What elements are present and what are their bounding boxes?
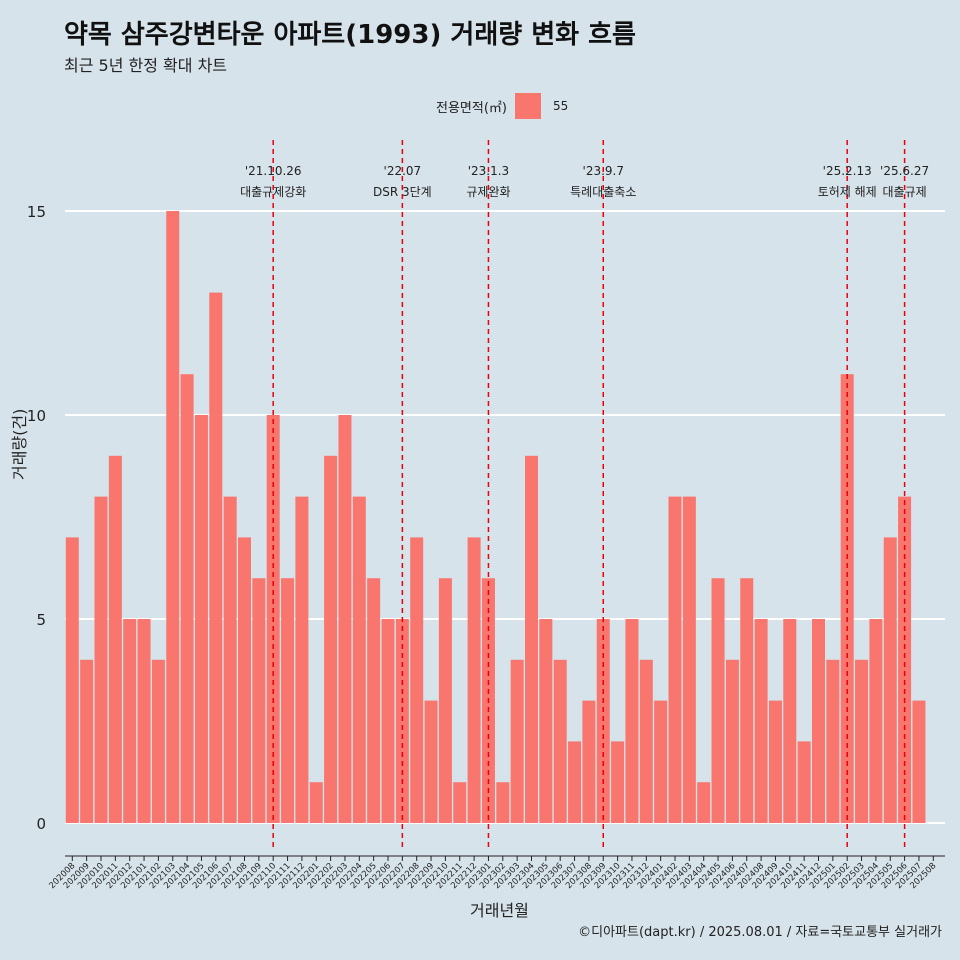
bar [395,619,409,823]
bar [453,782,467,823]
event-label: DSR 3단계 [373,185,432,199]
bar [826,659,840,823]
bar [381,619,395,823]
bar [525,455,538,823]
bar [912,700,926,823]
event-label: 토허제 해제 [818,185,877,199]
bar [740,578,754,823]
bar [467,537,481,823]
bar [783,619,797,823]
bar [510,659,524,823]
bar [869,619,883,823]
chart-title: 약목 삼주강변타운 아파트(1993) 거래량 변화 흐름 [64,20,636,50]
bar [151,659,165,823]
source-caption: ©디아파트(dapt.kr) / 2025.08.01 / 자료=국토교통부 실… [578,925,942,940]
bar [65,537,79,823]
bar [654,700,668,823]
bar [194,415,208,823]
bar [682,496,696,823]
bar [238,537,251,823]
legend-title: 전용면적(㎡) [436,100,507,116]
event-label: 특례대출축소 [570,185,636,199]
bar [840,374,854,823]
bar [725,659,739,823]
bar [596,619,610,823]
event-date-label: '22.07 [384,164,422,178]
event-date-label: '25.6.27 [880,164,929,178]
bar [568,741,582,823]
bar [410,537,424,823]
event-date-label: '23.9.7 [583,164,624,178]
bar [352,496,366,823]
bar [180,374,194,823]
bar [108,455,122,823]
legend-item-label: 55 [552,99,569,113]
bar [424,700,438,823]
bar [496,782,510,823]
bar [309,782,323,823]
bar [438,578,452,823]
bar [668,496,682,823]
bar [898,496,912,823]
event-label: 규제완화 [466,185,510,199]
bar [281,578,295,823]
bar [639,659,653,823]
bar [797,741,811,823]
bar [137,619,151,823]
bar [768,700,782,823]
bar [855,659,869,823]
bar [252,578,266,823]
x-axis-label: 거래년월 [470,901,529,920]
bar [367,578,381,823]
legend-swatch [514,93,541,119]
chart-subtitle: 최근 5년 한정 확대 차트 [64,56,228,75]
y-tick-label: 5 [36,611,46,629]
bar [539,619,553,823]
event-label: 대출규제 [883,185,927,199]
event-date-label: '21.10.26 [245,164,302,178]
bar [697,782,711,823]
bar [711,578,725,823]
bar [883,537,897,823]
bar [324,455,338,823]
y-tick-label: 0 [36,815,46,833]
bar [166,211,180,823]
bar [625,619,639,823]
legend: 전용면적(㎡) 55 [436,93,568,119]
event-label: 대출규제강화 [240,185,306,199]
bar [338,415,352,823]
bar [553,659,567,823]
event-date-label: '25.2.13 [823,164,872,178]
bar [611,741,625,823]
bar [223,496,237,823]
bar [295,496,309,823]
bar [123,619,137,823]
bar [812,619,825,823]
bar [582,700,596,823]
bar [209,292,223,824]
y-tick-label: 10 [27,407,46,425]
bar [754,619,768,823]
y-axis-label: 거래량(건) [10,408,29,480]
bar [94,496,108,823]
event-date-label: '23.1.3 [468,164,509,178]
bar [80,659,94,823]
y-tick-label: 15 [27,203,46,221]
